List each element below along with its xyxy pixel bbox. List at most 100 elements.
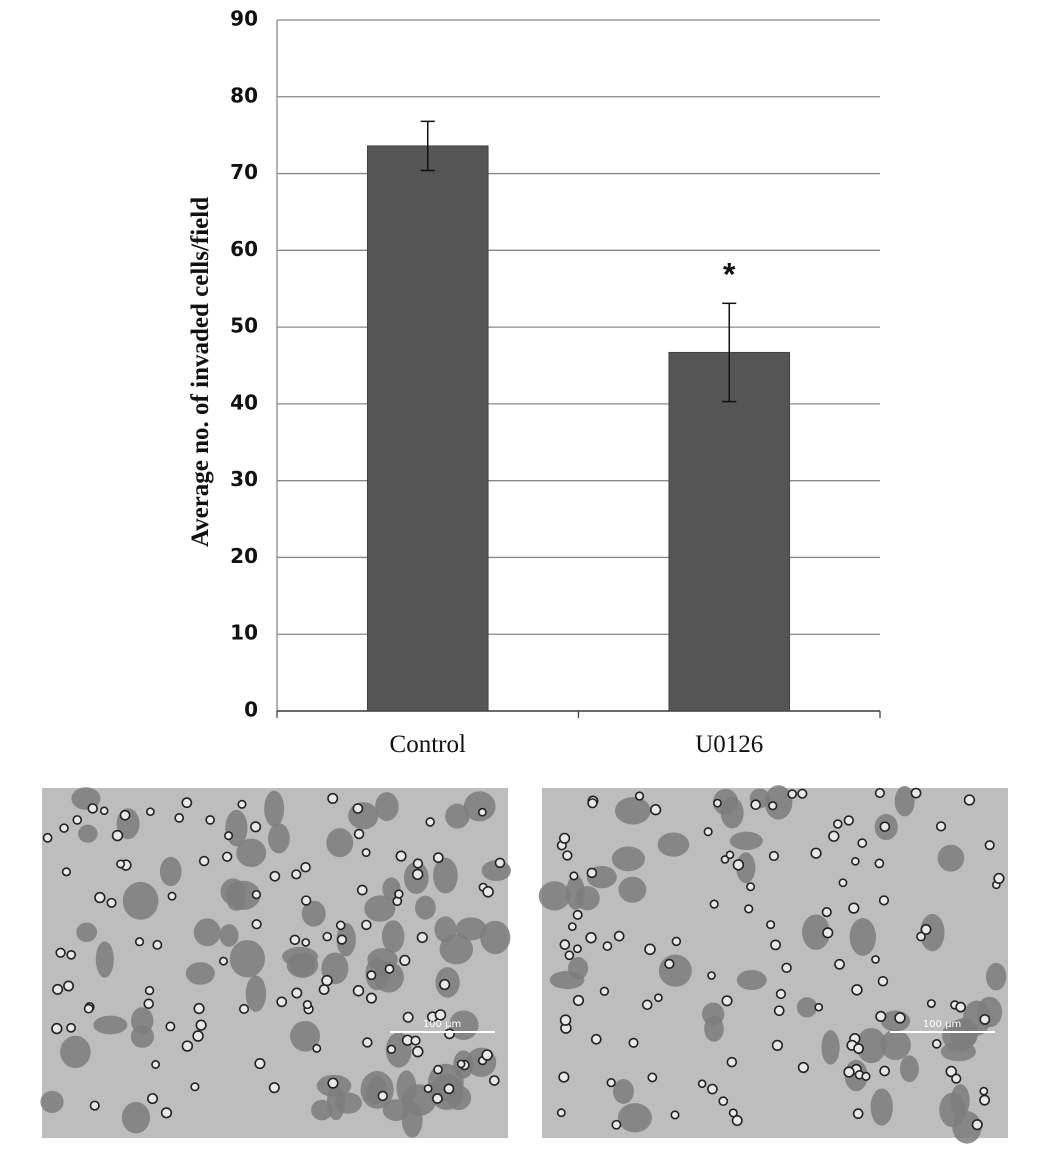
pore xyxy=(312,1043,322,1053)
pore xyxy=(750,799,761,811)
cell xyxy=(219,924,239,947)
pore xyxy=(564,950,575,961)
pore xyxy=(322,931,333,942)
y-tick-label: 0 xyxy=(244,698,258,722)
cell xyxy=(40,1090,64,1113)
pore xyxy=(572,994,585,1007)
pore xyxy=(703,827,713,837)
pore xyxy=(731,1114,743,1127)
cell xyxy=(764,785,793,820)
y-tick-label: 50 xyxy=(230,314,258,338)
significance-marker: * xyxy=(723,256,736,292)
pore xyxy=(586,867,598,879)
pore xyxy=(51,1022,63,1035)
pore xyxy=(569,871,579,881)
cell xyxy=(950,1084,970,1118)
pore xyxy=(971,1119,983,1131)
cell xyxy=(962,1000,991,1036)
pore xyxy=(797,1061,809,1074)
scale-bar-label: 100 µm xyxy=(923,1019,961,1030)
cell xyxy=(618,876,647,903)
pore xyxy=(276,996,288,1008)
pore xyxy=(910,787,922,799)
pore xyxy=(494,857,506,869)
pore xyxy=(198,855,210,867)
pore xyxy=(647,1072,658,1083)
pore xyxy=(318,984,330,995)
cell xyxy=(937,844,965,872)
pore xyxy=(134,937,145,947)
pore xyxy=(352,803,364,814)
pore xyxy=(861,1071,871,1081)
cell xyxy=(159,856,182,887)
pore xyxy=(768,850,780,862)
pore xyxy=(192,1030,204,1042)
pore xyxy=(477,807,487,817)
cell xyxy=(613,1079,634,1104)
pore xyxy=(411,868,424,881)
pore xyxy=(599,986,610,996)
pore xyxy=(174,813,185,823)
error-bar xyxy=(420,120,435,172)
pore xyxy=(434,1009,447,1021)
pore xyxy=(83,1003,94,1014)
pore xyxy=(644,943,656,956)
pore xyxy=(920,924,932,935)
pore xyxy=(237,799,247,809)
pore xyxy=(66,950,77,960)
cell xyxy=(985,962,1007,991)
pore xyxy=(238,1003,250,1014)
pore xyxy=(984,840,995,851)
cell xyxy=(93,1015,128,1035)
pore xyxy=(728,1108,738,1118)
cell xyxy=(95,941,114,978)
pore xyxy=(787,789,798,799)
y-tick-label: 80 xyxy=(230,83,258,107)
pore xyxy=(218,956,228,966)
cell xyxy=(445,803,470,829)
pore xyxy=(365,992,377,1004)
pore xyxy=(143,998,154,1010)
pore xyxy=(443,1083,455,1095)
pore xyxy=(72,815,83,825)
pore xyxy=(89,1100,100,1111)
pore xyxy=(628,1037,639,1048)
pore xyxy=(425,817,435,827)
pore xyxy=(877,976,889,987)
pore xyxy=(559,1014,572,1026)
cell xyxy=(538,881,571,911)
pore xyxy=(585,932,597,944)
pore xyxy=(874,787,885,799)
pore xyxy=(362,1037,373,1048)
cell xyxy=(227,892,246,911)
cell xyxy=(704,1015,724,1042)
pore xyxy=(394,889,404,899)
y-tick-label: 30 xyxy=(230,467,258,491)
y-tick-label: 20 xyxy=(230,544,258,568)
cell xyxy=(290,1020,321,1052)
cell xyxy=(193,918,221,947)
pore xyxy=(481,1049,493,1061)
pore xyxy=(670,1110,680,1120)
pore xyxy=(963,794,976,806)
pore xyxy=(871,955,880,964)
pore xyxy=(300,895,312,906)
pore xyxy=(301,938,311,947)
pore xyxy=(412,858,424,869)
pore xyxy=(321,974,333,987)
pore xyxy=(843,815,854,826)
micrograph xyxy=(542,788,1008,1138)
cell xyxy=(920,913,945,952)
pore xyxy=(205,815,215,825)
pore xyxy=(641,999,653,1011)
pore xyxy=(558,832,571,844)
pore xyxy=(61,867,71,877)
pore xyxy=(834,958,845,970)
pore xyxy=(875,1010,887,1022)
x-tick-label: U0126 xyxy=(695,731,763,758)
pore xyxy=(713,798,722,808)
pore xyxy=(821,907,832,918)
pore xyxy=(879,1065,890,1077)
pore xyxy=(402,1011,414,1023)
cell xyxy=(122,881,159,920)
